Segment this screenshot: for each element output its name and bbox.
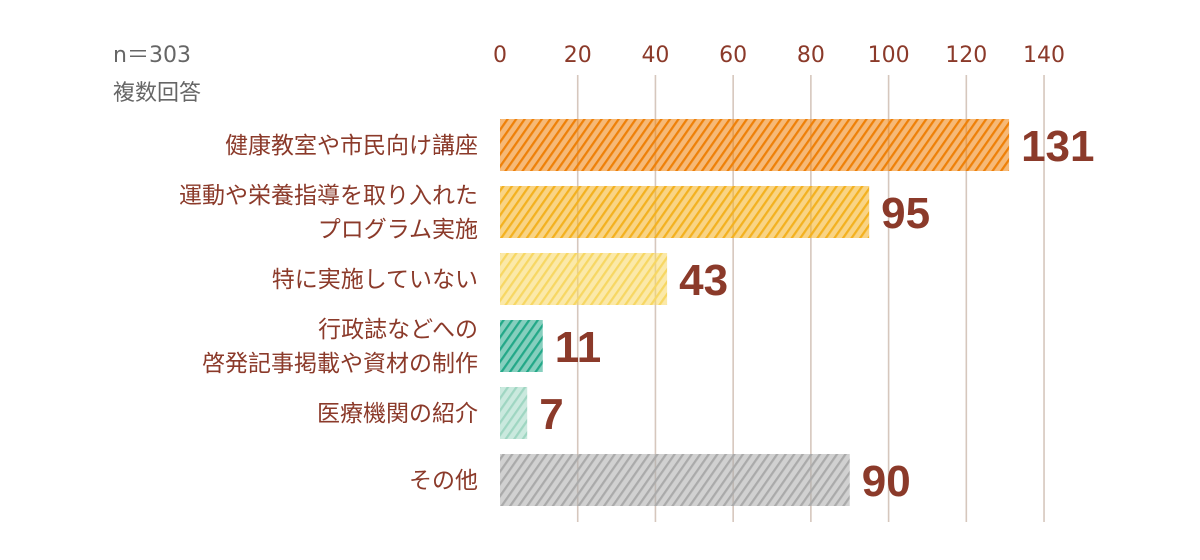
multiple-answer-note: 複数回答 <box>113 81 201 106</box>
value-label: 95 <box>881 189 930 238</box>
value-labels: 131 95 43 11 7 90 <box>539 122 1094 506</box>
bar <box>500 320 543 372</box>
x-tick-label: 40 <box>641 43 669 68</box>
bar <box>500 253 668 305</box>
value-label: 90 <box>862 457 911 506</box>
category-label: 特に実施していない <box>272 267 478 293</box>
x-tick-label: 60 <box>719 43 747 68</box>
value-label: 7 <box>539 390 563 439</box>
bar <box>500 119 1010 171</box>
category-label: 啓発記事掲載や資材の制作 <box>202 351 478 377</box>
x-tick-label: 140 <box>1023 43 1065 68</box>
category-label: 健康教室や市民向け講座 <box>225 133 478 159</box>
category-label: 運動や栄養指導を取り入れた <box>179 183 478 209</box>
sample-size-note: n＝303 <box>113 43 191 68</box>
value-label: 43 <box>679 256 728 305</box>
category-label: その他 <box>409 468 478 494</box>
bar <box>500 186 870 238</box>
x-tick-label: 80 <box>797 43 825 68</box>
x-axis-tick-labels: 0 20 40 60 80 100 120 140 <box>493 43 1065 68</box>
category-label: プログラム実施 <box>318 217 478 243</box>
category-label: 行政誌などへの <box>318 317 478 343</box>
bar <box>500 387 528 439</box>
category-labels: 健康教室や市民向け講座運動や栄養指導を取り入れたプログラム実施特に実施していない… <box>179 133 478 494</box>
x-tick-label: 20 <box>564 43 592 68</box>
value-label: 11 <box>555 323 602 372</box>
value-label: 131 <box>1021 122 1094 171</box>
bars <box>500 119 1010 506</box>
bar <box>500 454 850 506</box>
x-tick-label: 0 <box>493 43 507 68</box>
x-tick-label: 100 <box>868 43 910 68</box>
category-label: 医療機関の紹介 <box>317 401 478 427</box>
x-tick-label: 120 <box>945 43 987 68</box>
